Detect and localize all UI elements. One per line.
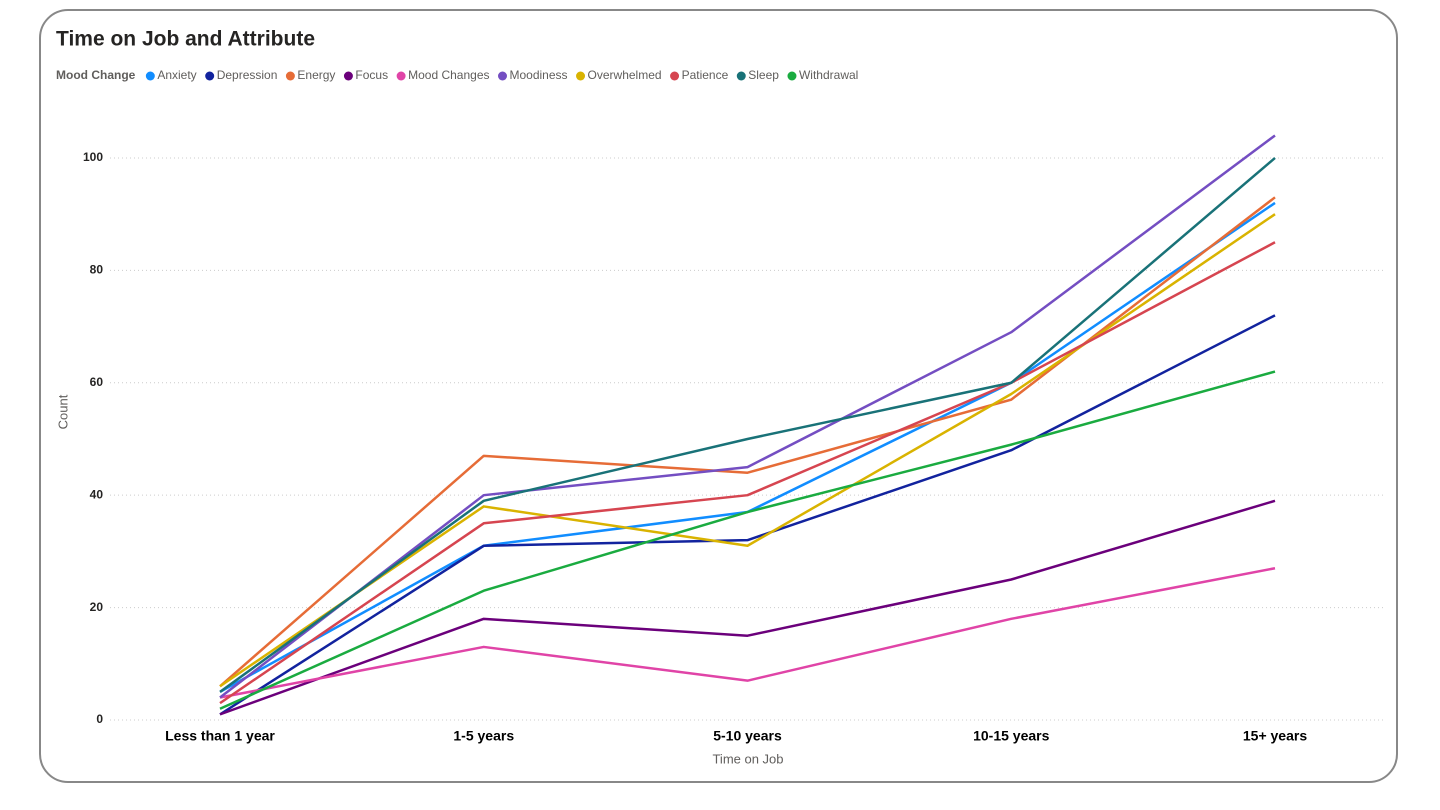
y-tick-label: 100: [83, 150, 103, 164]
y-axis-title: Count: [55, 394, 70, 429]
series-line: [219, 241, 1276, 705]
x-tick-label: 1-5 years: [453, 728, 514, 744]
legend-label: Energy: [297, 68, 335, 82]
x-tick-label: 10-15 years: [973, 728, 1050, 744]
legend-marker: [145, 71, 155, 81]
legend-label: Overwhelmed: [588, 68, 662, 82]
series-line: [219, 370, 1276, 710]
series-line: [219, 196, 1276, 688]
legend-marker: [343, 71, 353, 81]
series-line: [219, 314, 1276, 716]
legend-label: Sleep: [748, 68, 779, 82]
series-line: [219, 213, 1276, 688]
y-tick-label: 80: [90, 263, 104, 277]
legend-marker: [670, 71, 680, 81]
x-tick-label: 15+ years: [1243, 728, 1307, 744]
legend-marker: [736, 71, 746, 81]
legend-label: Mood Changes: [408, 68, 489, 82]
series-line: [219, 134, 1276, 699]
x-tick-label: 5-10 years: [713, 728, 782, 744]
y-tick-label: 40: [90, 487, 104, 501]
legend-marker: [787, 71, 797, 81]
legend-marker: [576, 71, 586, 81]
legend-label: Withdrawal: [799, 68, 858, 82]
series-line: [219, 567, 1276, 699]
y-tick-label: 0: [96, 712, 103, 726]
x-axis-title: Time on Job: [712, 751, 783, 766]
legend-marker: [205, 71, 215, 81]
y-tick-label: 60: [90, 375, 104, 389]
legend-marker: [285, 71, 295, 81]
series-line: [219, 157, 1276, 693]
card: [39, 9, 1398, 783]
x-tick-label: Less than 1 year: [165, 728, 275, 744]
legend-label: Depression: [217, 68, 278, 82]
legend-label: Patience: [682, 68, 729, 82]
legend-marker: [498, 71, 507, 81]
legend-label: Focus: [355, 68, 388, 82]
legend-label: Moodiness: [510, 68, 568, 82]
series-line: [219, 499, 1276, 716]
y-tick-label: 20: [90, 600, 104, 614]
legend-title: Mood Change: [56, 68, 136, 82]
legend-marker: [396, 71, 406, 81]
legend-label: Anxiety: [157, 68, 196, 82]
chart-title: Time on Job and Attribute: [56, 28, 315, 51]
